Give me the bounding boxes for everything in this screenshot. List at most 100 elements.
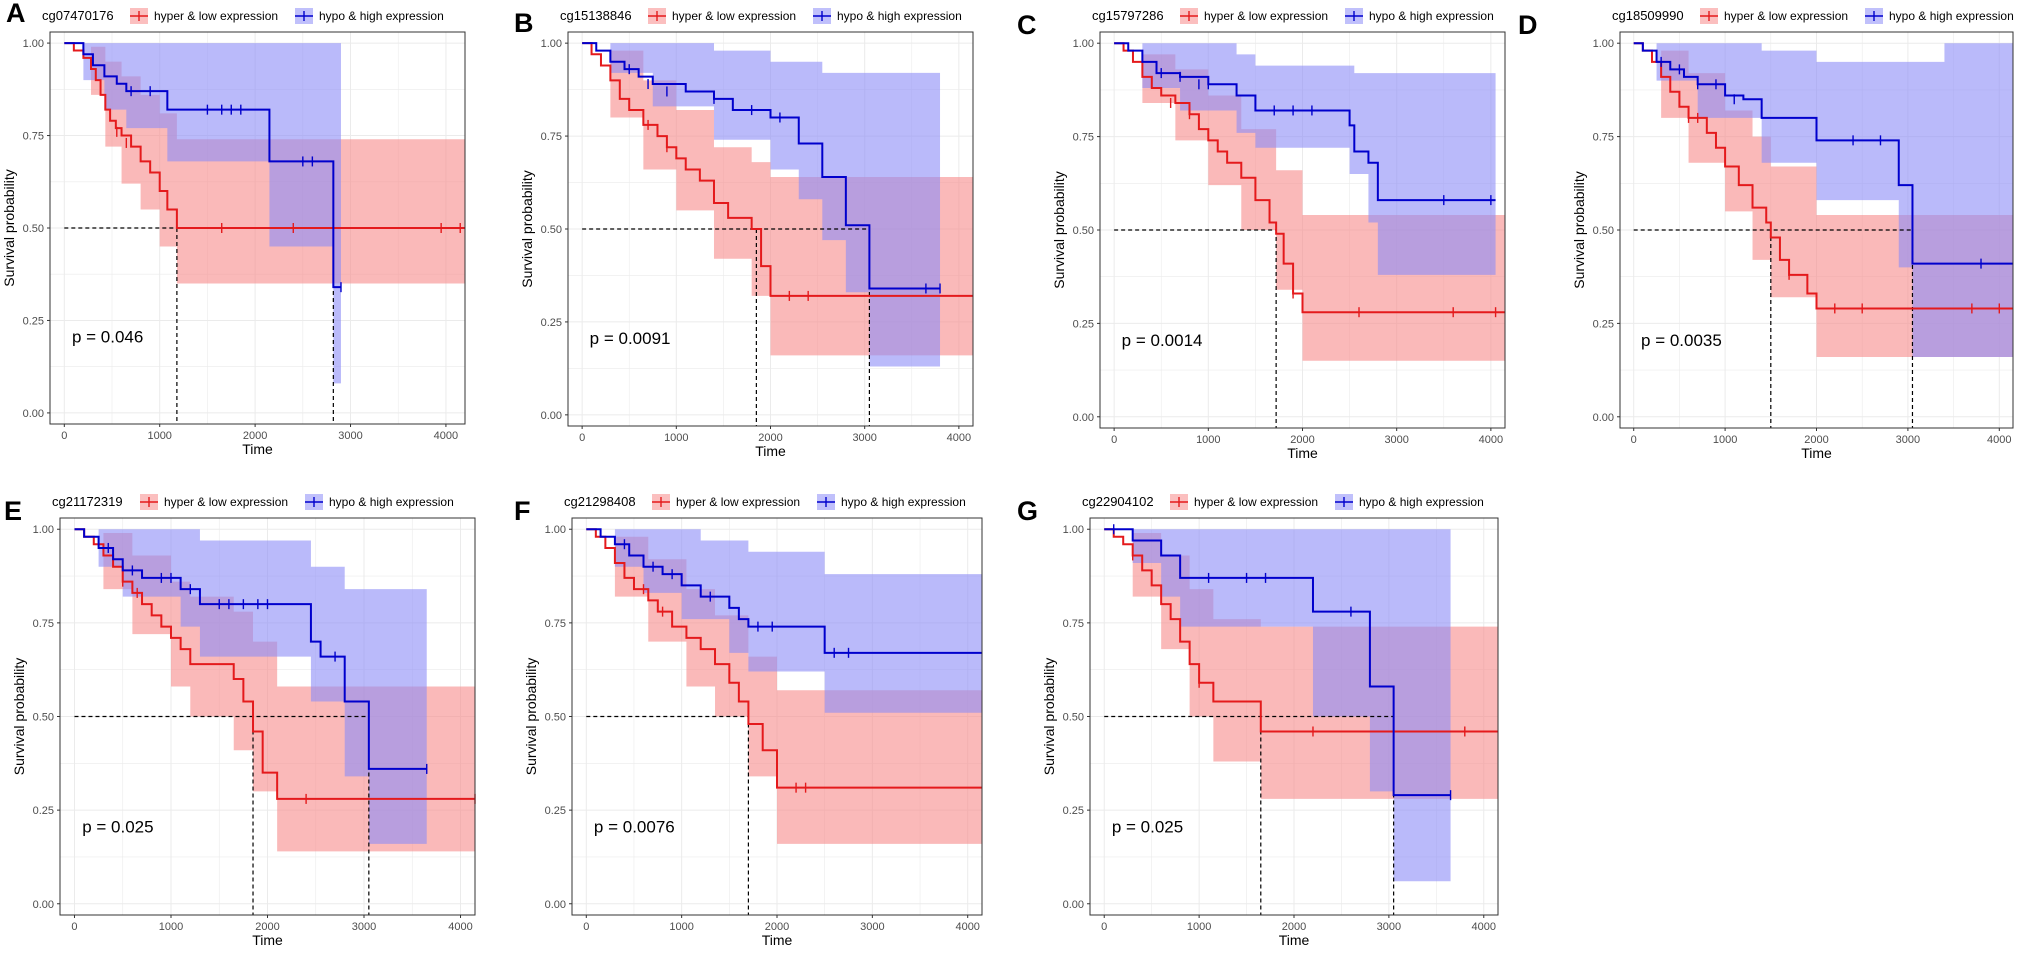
x-axis-title: Time — [252, 932, 283, 948]
x-tick-label: 4000 — [448, 921, 472, 933]
y-tick-label: 0.00 — [33, 899, 54, 911]
survival-curve-hyper-low — [74, 528, 475, 800]
x-tick-label: 1000 — [669, 921, 693, 933]
y-axis-title: Survival probability — [11, 658, 27, 776]
y-tick-label: 0.25 — [23, 315, 44, 327]
ci-band-hypo-high — [1633, 43, 2013, 358]
survival-curve-hypo-high — [74, 528, 427, 770]
survival-curve-hyper-low — [64, 42, 465, 229]
km-chart: cg15138846 hyper & low expression hypo & h… — [519, 8, 974, 459]
legend-item-hyper-low: hyper & low expression — [140, 494, 288, 510]
legend-label: hypo & high expression — [319, 9, 444, 23]
y-tick-label: 1.00 — [545, 524, 566, 536]
y-tick-label: 0.25 — [1073, 318, 1094, 330]
x-tick-label: 0 — [1101, 921, 1107, 933]
survival-curve-hyper-low — [582, 42, 973, 297]
median-lines — [1114, 229, 1277, 428]
y-tick-label: 0.25 — [1593, 318, 1614, 330]
survival-curve-hyper-low — [1114, 42, 1505, 314]
y-tick-label: 1.00 — [1063, 524, 1084, 536]
y-tick-label: 0.50 — [33, 712, 54, 724]
x-tick-label: 2000 — [765, 921, 789, 933]
legend-label: hyper & low expression — [672, 9, 796, 23]
p-value-label: p = 0.0035 — [1641, 331, 1722, 350]
ci-band-hypo-high — [586, 529, 982, 713]
y-axis-title: Survival probability — [523, 658, 539, 776]
survival-curve-hypo-high — [1114, 42, 1496, 202]
legend-label: hypo & high expression — [837, 9, 962, 23]
p-value-label: p = 0.0014 — [1122, 331, 1203, 350]
x-tick-label: 0 — [71, 921, 77, 933]
y-tick-label: 0.00 — [541, 410, 562, 422]
y-tick-label: 1.00 — [541, 38, 562, 50]
panel-letter: E — [4, 496, 23, 526]
median-lines — [582, 228, 870, 426]
x-tick-label: 1000 — [664, 432, 688, 444]
y-tick-label: 0.75 — [33, 618, 54, 630]
y-tick-label: 0.75 — [541, 131, 562, 143]
legend-label: hypo & high expression — [1369, 9, 1494, 23]
y-tick-label: 0.00 — [545, 899, 566, 911]
y-tick-label: 0.25 — [541, 317, 562, 329]
x-tick-label: 2000 — [1804, 434, 1828, 446]
x-tick-label: 2000 — [255, 921, 279, 933]
y-tick-label: 0.75 — [1593, 132, 1614, 144]
legend-label: hyper & low expression — [1724, 9, 1848, 23]
p-value-label: p = 0.0076 — [594, 818, 675, 837]
cpg-title: cg22904102 — [1082, 494, 1154, 509]
x-tick-label: 0 — [1111, 434, 1117, 446]
km-chart: cg15797286 hyper & low expression hypo & h… — [1051, 8, 1506, 461]
x-tick-label: 1000 — [1196, 434, 1220, 446]
y-axis-title: Survival probability — [1571, 171, 1587, 289]
x-tick-label: 2000 — [1290, 434, 1314, 446]
ci-band-hyper-low — [64, 43, 465, 284]
y-tick-label: 0.50 — [541, 224, 562, 236]
y-tick-label: 0.75 — [545, 618, 566, 630]
x-tick-label: 4000 — [947, 432, 971, 444]
x-tick-label: 1000 — [1713, 434, 1737, 446]
y-tick-label: 0.25 — [1063, 805, 1084, 817]
y-tick-label: 0.00 — [1593, 412, 1614, 424]
panel-letter: F — [514, 496, 531, 526]
legend-label: hyper & low expression — [164, 495, 288, 509]
y-axis-title: Survival probability — [1051, 171, 1067, 289]
y-tick-label: 1.00 — [1593, 38, 1614, 50]
x-tick-label: 0 — [61, 430, 67, 442]
panel-letter: G — [1017, 496, 1039, 526]
km-chart: cg22904102 hyper & low expression hypo & h… — [1041, 494, 1499, 948]
x-tick-label: 3000 — [1384, 434, 1408, 446]
cpg-title: cg18509990 — [1612, 8, 1684, 23]
x-tick-label: 3000 — [860, 921, 884, 933]
x-tick-label: 1000 — [159, 921, 183, 933]
ci-band-hypo-high — [582, 43, 941, 367]
y-axis-title: Survival probability — [519, 170, 535, 288]
x-tick-label: 3000 — [338, 430, 362, 442]
legend-item-hyper-low: hyper & low expression — [1700, 8, 1848, 24]
legend-item-hypo-high: hypo & high expression — [295, 8, 444, 24]
median-lines — [1104, 715, 1395, 915]
x-tick-label: 2000 — [758, 432, 782, 444]
ci-band-hyper-low — [1114, 43, 1505, 361]
y-tick-label: 0.00 — [23, 408, 44, 420]
x-tick-label: 3000 — [352, 921, 376, 933]
y-tick-label: 0.00 — [1063, 899, 1084, 911]
survival-curve-hypo-high — [586, 528, 982, 654]
x-axis-title: Time — [242, 441, 273, 457]
legend-item-hypo-high: hypo & high expression — [1335, 494, 1484, 510]
legend-item-hyper-low: hyper & low expression — [1170, 494, 1318, 510]
x-tick-label: 4000 — [1472, 921, 1496, 933]
ci-band-hypo-high — [74, 529, 427, 844]
legend-label: hyper & low expression — [676, 495, 800, 509]
survival-curve-hyper-low — [1633, 42, 2013, 310]
p-value-label: p = 0.025 — [1112, 818, 1183, 837]
median-lines — [586, 715, 749, 915]
y-tick-label: 0.25 — [33, 805, 54, 817]
legend-label: hypo & high expression — [1889, 9, 2014, 23]
x-tick-label: 4000 — [1987, 434, 2011, 446]
ci-band-hypo-high — [1104, 529, 1451, 882]
legend-item-hypo-high: hypo & high expression — [817, 494, 966, 510]
